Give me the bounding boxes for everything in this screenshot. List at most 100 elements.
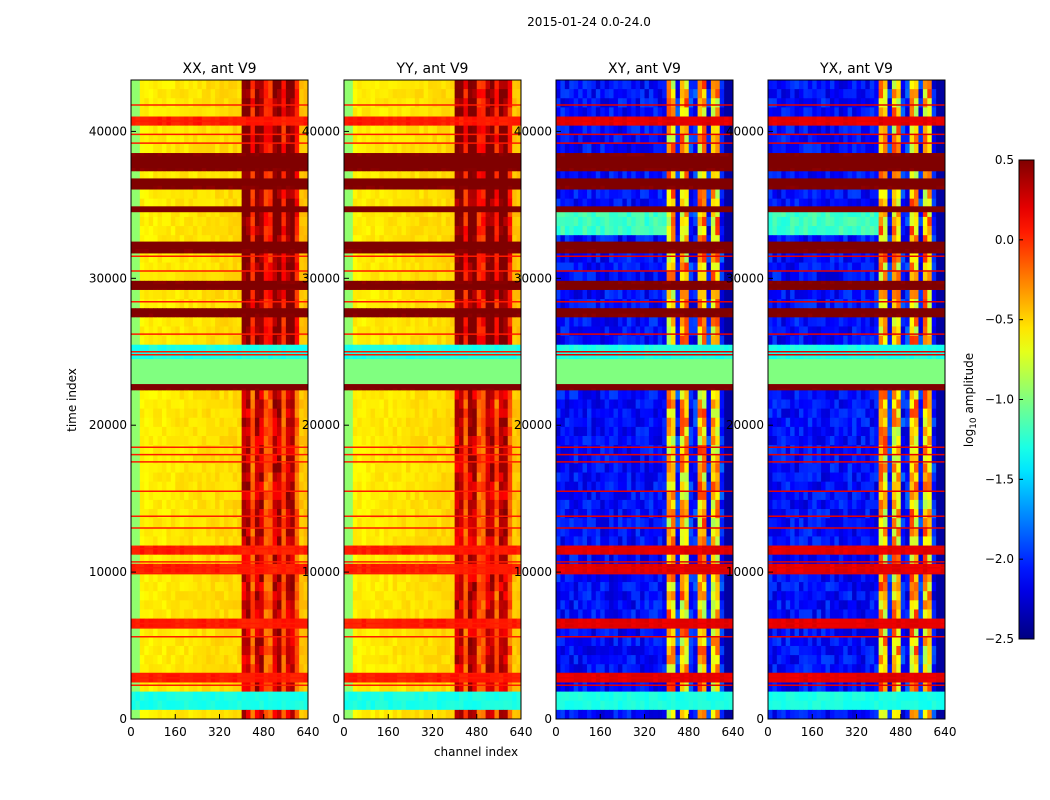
heatmap-cell [344, 518, 349, 528]
heatmap-cell [285, 554, 291, 565]
heatmap-cell [361, 490, 367, 501]
heatmap-cell [179, 198, 185, 209]
heatmap-cell [281, 700, 287, 711]
heatmap-cell [206, 235, 212, 245]
heatmap-cell [379, 134, 385, 145]
heatmap-cell [463, 98, 469, 108]
heatmap-cell [303, 344, 309, 355]
heatmap-cell [210, 518, 216, 528]
heatmap-cell [281, 134, 287, 145]
heatmap-cell [392, 262, 398, 273]
heatmap-cell [281, 682, 287, 693]
heatmap-cell [281, 317, 287, 327]
heatmap-cell [192, 253, 198, 263]
heatmap-cell [184, 445, 189, 455]
heatmap-cell [131, 709, 136, 720]
heatmap-cell [153, 509, 158, 519]
heatmap-cell [344, 171, 349, 181]
heatmap-cell [414, 207, 420, 218]
heatmap-cell [246, 572, 251, 583]
heatmap-cell [494, 472, 500, 483]
heatmap-cell [383, 436, 389, 446]
heatmap-cell [153, 536, 158, 546]
heatmap-cell [459, 244, 464, 254]
heatmap-cell [414, 244, 420, 254]
heatmap-cell [379, 335, 385, 346]
heatmap-cell [277, 399, 282, 410]
heatmap-cell [463, 299, 469, 309]
heatmap-cell [467, 244, 473, 254]
heatmap-cell [166, 490, 172, 501]
heatmap-cell [268, 207, 273, 218]
heatmap-cell [259, 125, 265, 136]
heatmap-cell [481, 454, 486, 464]
heatmap-cell [303, 454, 309, 464]
heatmap-cell [357, 207, 363, 218]
heatmap-cell [476, 509, 482, 519]
heatmap-cell [374, 445, 380, 455]
heatmap-cell [263, 189, 269, 200]
heatmap-cell [370, 80, 376, 90]
heatmap-cell [454, 445, 460, 455]
heatmap-cell [472, 80, 478, 90]
heatmap-cell [197, 289, 203, 300]
heatmap-cell [467, 262, 473, 273]
heatmap-cell [366, 509, 371, 519]
heatmap-cell [237, 572, 243, 583]
heatmap-cell [241, 490, 247, 501]
heatmap-cell [281, 408, 287, 419]
heatmap-cell [157, 353, 163, 364]
heatmap-cell [494, 390, 500, 400]
heatmap-cell [303, 216, 309, 227]
heatmap-cell [494, 344, 500, 355]
heatmap-cell [299, 235, 304, 245]
heatmap-cell [419, 353, 425, 364]
heatmap-cell [135, 262, 141, 273]
heatmap-cell [281, 645, 287, 656]
heatmap-cell [507, 417, 513, 428]
heatmap-cell [277, 582, 282, 592]
heatmap-cell [388, 445, 394, 455]
heatmap-cell [512, 527, 517, 537]
heatmap-cell [397, 216, 402, 227]
heatmap-cell [379, 408, 385, 419]
heatmap-cell [436, 490, 442, 501]
heatmap-cell [148, 518, 154, 528]
heatmap-cell [374, 207, 380, 218]
heatmap-cell [179, 664, 185, 674]
heatmap-cell [436, 198, 442, 209]
heatmap-cell [401, 107, 407, 117]
heatmap-cell [170, 472, 176, 483]
heatmap-cell [374, 326, 380, 336]
heatmap-cell [161, 253, 167, 263]
heatmap-cell [223, 207, 229, 218]
heatmap-cell [348, 226, 354, 236]
heatmap-cell [414, 545, 420, 556]
heatmap-cell [250, 198, 256, 209]
heatmap-cell [357, 445, 363, 455]
heatmap-cell [419, 226, 425, 236]
heatmap-cell [170, 572, 176, 583]
heatmap-cell [148, 436, 154, 446]
heatmap-cell [397, 80, 402, 90]
heatmap-cell [148, 454, 154, 464]
heatmap-cell [206, 189, 212, 200]
heatmap-cell [303, 326, 309, 336]
heatmap-cell [272, 454, 278, 464]
heatmap-cell [250, 426, 256, 437]
heatmap-cell [361, 299, 367, 309]
heatmap-cell [445, 244, 451, 254]
heatmap-cell [450, 408, 456, 419]
heatmap-cell [432, 408, 438, 419]
heatmap-cell [281, 171, 287, 181]
heatmap-cell [450, 271, 456, 282]
heatmap-cell [188, 417, 194, 428]
heatmap-cell [135, 134, 141, 145]
heatmap-cell [184, 80, 189, 90]
heatmap-cell [139, 664, 145, 674]
heatmap-cell [428, 399, 433, 410]
heatmap-cell [379, 417, 385, 428]
heatmap-cell [392, 98, 398, 108]
heatmap-cell [153, 582, 158, 592]
heatmap-cell [423, 390, 429, 400]
